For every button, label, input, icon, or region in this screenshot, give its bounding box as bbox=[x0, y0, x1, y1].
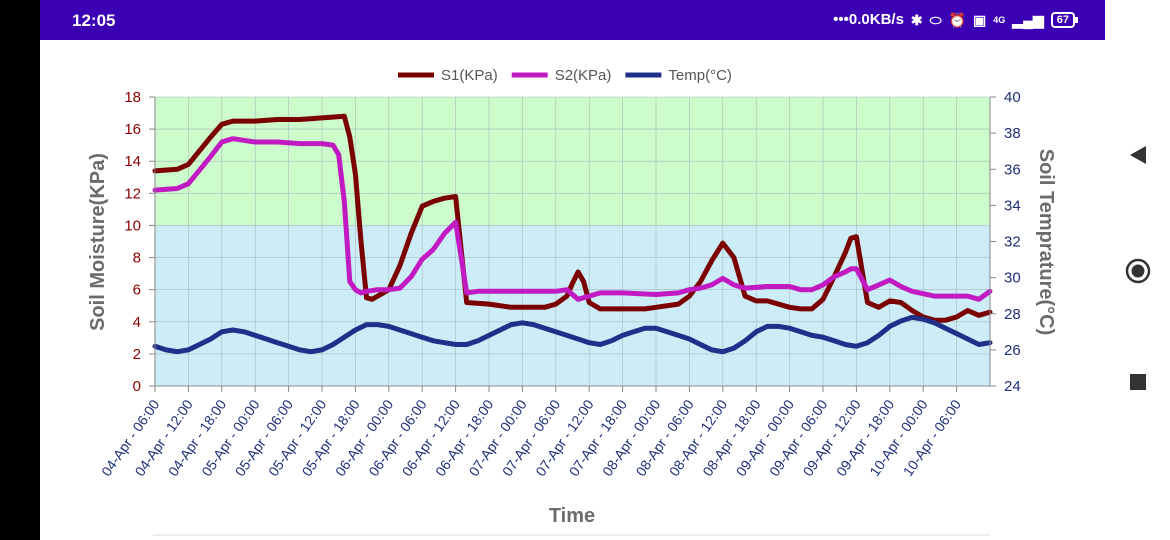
alarm-icon: ⏰ bbox=[949, 12, 966, 28]
battery-icon: 67 bbox=[1051, 12, 1075, 28]
y-tick-label: 8 bbox=[133, 250, 141, 267]
back-icon-shape bbox=[1128, 144, 1148, 166]
recents-icon[interactable] bbox=[1105, 373, 1170, 396]
y-tick-label: 16 bbox=[124, 121, 141, 138]
y-tick-label: 12 bbox=[124, 185, 141, 202]
home-icon[interactable] bbox=[1105, 257, 1170, 290]
network-type: 4G bbox=[993, 15, 1005, 25]
y2-tick-label: 24 bbox=[1004, 378, 1021, 395]
y2-tick-label: 38 bbox=[1004, 125, 1021, 142]
y2-axis-title: Soil Temprature(°C) bbox=[1035, 149, 1057, 336]
legend-label-1: S2(KPa) bbox=[555, 67, 612, 84]
recents-icon-shape bbox=[1129, 373, 1147, 391]
y-tick-label: 0 bbox=[133, 378, 141, 395]
back-icon[interactable] bbox=[1105, 144, 1170, 171]
bluetooth-icon: ✱ bbox=[911, 12, 923, 28]
volte-icon: ▣ bbox=[973, 12, 986, 28]
y2-tick-label: 34 bbox=[1004, 197, 1021, 214]
y-tick-label: 14 bbox=[124, 153, 141, 170]
y2-tick-label: 32 bbox=[1004, 234, 1021, 251]
status-indicators: •••0.0KB/s ✱ ⬭ ⏰ ▣ 4G ▂▄▆ 67 bbox=[833, 11, 1075, 28]
home-icon-shape bbox=[1124, 257, 1152, 285]
y2-tick-label: 28 bbox=[1004, 306, 1021, 323]
battery-level: 67 bbox=[1057, 14, 1069, 26]
navigation-bar bbox=[1105, 0, 1170, 540]
y2-tick-label: 40 bbox=[1004, 89, 1021, 106]
legend-label-2: Temp(°C) bbox=[668, 67, 732, 84]
x-axis-title: Time bbox=[549, 505, 595, 527]
status-bar: 12:05 •••0.0KB/s ✱ ⬭ ⏰ ▣ 4G ▂▄▆ 67 bbox=[40, 0, 1105, 40]
status-time: 12:05 bbox=[72, 11, 115, 31]
signal-icon: ▂▄▆ bbox=[1012, 12, 1043, 28]
y-tick-label: 6 bbox=[133, 282, 141, 299]
y-tick-label: 4 bbox=[133, 314, 141, 331]
toggle-icon: ⬭ bbox=[930, 12, 942, 28]
chart-legend: S1(KPa) S2(KPa) Temp(°C) bbox=[398, 67, 732, 84]
y2-tick-label: 26 bbox=[1004, 342, 1021, 359]
band-1 bbox=[155, 225, 990, 386]
soil-chart: 02468101214161824262830323436384004-Apr … bbox=[40, 40, 1105, 540]
y-tick-label: 18 bbox=[124, 89, 141, 106]
y-axis-title: Soil Moisture(KPa) bbox=[87, 153, 109, 331]
y-tick-label: 10 bbox=[124, 217, 141, 234]
y-tick-label: 2 bbox=[133, 346, 141, 363]
y2-tick-label: 36 bbox=[1004, 161, 1021, 178]
y2-tick-label: 30 bbox=[1004, 270, 1021, 287]
legend-label-0: S1(KPa) bbox=[441, 67, 498, 84]
net-speed: •••0.0KB/s bbox=[833, 11, 904, 28]
